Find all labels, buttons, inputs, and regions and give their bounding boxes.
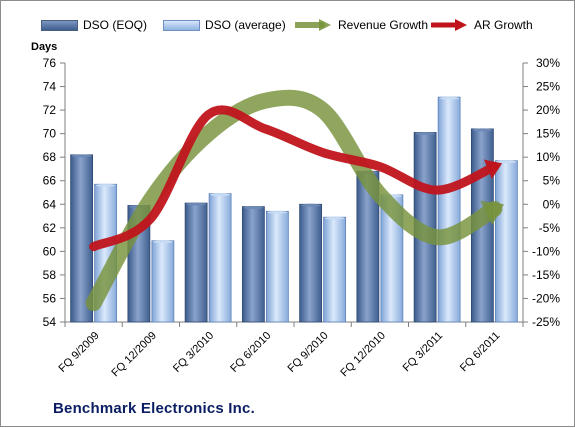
legend-item-dso-average: DSO (average) xyxy=(163,18,286,32)
legend-item-revenue-growth: Revenue Growth xyxy=(295,18,428,32)
bar-dso-average-cap xyxy=(496,160,517,164)
bar-dso-average xyxy=(437,96,461,323)
legend-label-ar-growth: AR Growth xyxy=(474,18,533,32)
x-category-label: FQ 6/2010 xyxy=(228,330,273,375)
legend-item-ar-growth: AR Growth xyxy=(431,18,533,32)
line-revenue-growth xyxy=(85,89,503,312)
line-ar-growth-arrowhead xyxy=(483,159,503,179)
legend-item-dso-eoq: DSO (EOQ) xyxy=(41,18,147,32)
y2-tick-label: -5% xyxy=(539,221,561,235)
bar-dso-average xyxy=(265,210,289,323)
y-tick-label: 72 xyxy=(43,103,57,117)
legend-arrow-ar-icon xyxy=(431,19,467,31)
y-tick-label: 68 xyxy=(43,150,57,164)
y2-tick-label: 20% xyxy=(536,103,560,117)
bar-dso-average-cap xyxy=(95,183,116,187)
y-tick-label: 76 xyxy=(43,56,57,70)
legend-swatch-dso-average xyxy=(163,19,200,31)
bar-dso-average xyxy=(208,193,232,323)
x-category-label: FQ 3/2011 xyxy=(401,330,446,375)
y-tick-label: 58 xyxy=(43,268,57,282)
x-category-label: FQ 12/2009 xyxy=(109,330,159,380)
y-tick-label: 62 xyxy=(43,221,57,235)
bar-dso-average-cap xyxy=(324,216,345,220)
legend-label-revenue-growth: Revenue Growth xyxy=(338,18,429,32)
x-category-label: FQ 3/2010 xyxy=(171,330,216,375)
bar-dso-average xyxy=(494,160,518,323)
y-tick-label: 64 xyxy=(43,197,57,211)
legend-swatch-dso-eoq xyxy=(41,19,78,31)
bar-dso-average xyxy=(151,240,175,323)
line-revenue-growth-arrowhead xyxy=(480,200,505,226)
y2-tick-label: -20% xyxy=(532,291,560,305)
y2-tick-label: 25% xyxy=(536,80,560,94)
x-category-label: FQ 9/2009 xyxy=(57,330,102,375)
y2-tick-label: -25% xyxy=(532,315,560,329)
x-category-label: FQ 12/2010 xyxy=(338,330,388,380)
bar-dso-eoq xyxy=(299,203,323,323)
y2-tick-label: -10% xyxy=(532,244,560,258)
y-tick-label: 54 xyxy=(43,315,57,329)
bar-dso-average-cap xyxy=(439,96,460,100)
y2-tick-label: 0% xyxy=(543,197,561,211)
legend-label-dso-average: DSO (average) xyxy=(205,18,286,32)
line-ar-growth xyxy=(89,105,499,252)
y2-tick-label: 10% xyxy=(536,150,560,164)
bar-dso-average xyxy=(323,216,347,323)
y-tick-label: 66 xyxy=(43,174,57,188)
bar-dso-eoq xyxy=(241,206,265,323)
bar-dso-eoq-cap xyxy=(472,128,493,132)
legend-label-dso-eoq: DSO (EOQ) xyxy=(83,18,148,32)
y-axis-title: Days xyxy=(31,41,58,53)
bar-dso-eoq-cap xyxy=(243,206,264,210)
y-tick-label: 70 xyxy=(43,127,57,141)
bar-dso-average-cap xyxy=(267,210,288,214)
y2-tick-label: 5% xyxy=(543,174,561,188)
y2-tick-label: -15% xyxy=(532,268,560,282)
bar-dso-eoq-cap xyxy=(71,154,92,158)
y2-tick-label: 30% xyxy=(536,56,560,70)
bar-dso-average-cap xyxy=(210,193,231,197)
bar-dso-eoq-cap xyxy=(300,203,321,207)
legend-arrow-revenue-icon xyxy=(295,19,331,31)
chart-legend: DSO (EOQ) DSO (average) Revenue Growth A… xyxy=(41,15,561,37)
bar-dso-eoq-cap xyxy=(415,131,436,135)
y2-tick-label: 15% xyxy=(536,127,560,141)
bar-dso-average-cap xyxy=(152,240,173,244)
y-tick-label: 60 xyxy=(43,244,57,258)
x-category-label: FQ 6/2011 xyxy=(458,330,503,375)
y-tick-label: 56 xyxy=(43,291,57,305)
company-caption: Benchmark Electronics Inc. xyxy=(53,400,255,417)
bar-dso-eoq xyxy=(184,202,208,323)
bar-dso-eoq-cap xyxy=(186,202,207,206)
x-category-label: FQ 9/2010 xyxy=(286,330,331,375)
y-tick-label: 74 xyxy=(43,80,57,94)
